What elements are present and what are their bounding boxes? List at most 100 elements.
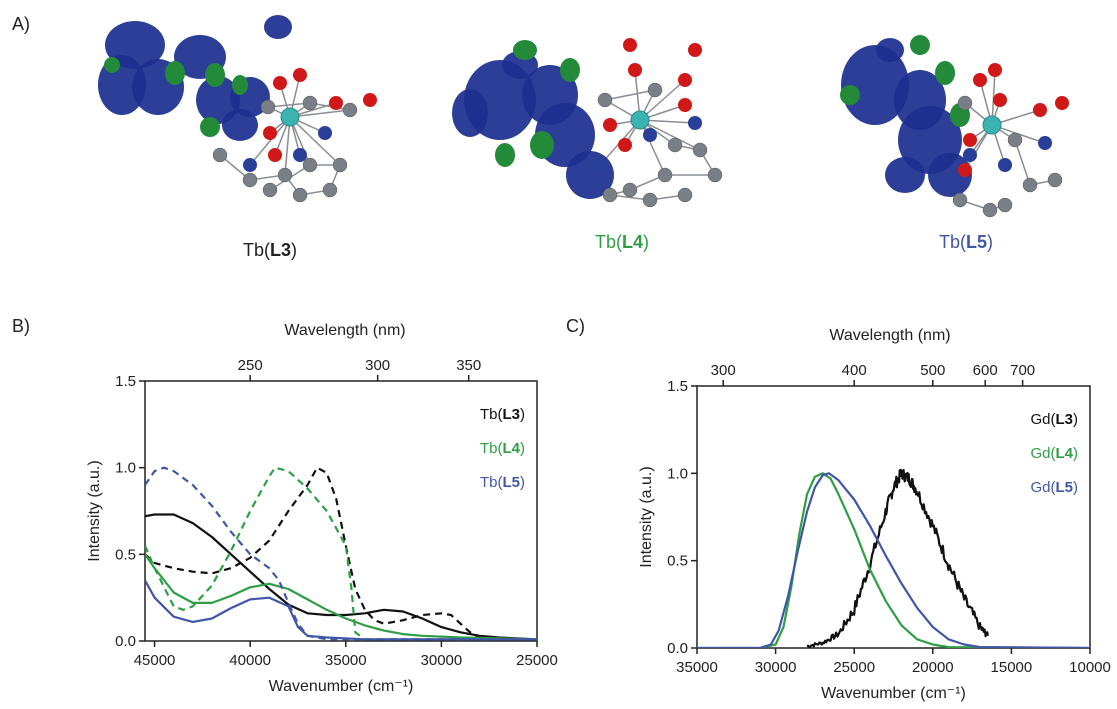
molecule-3 <box>840 35 1069 218</box>
legend-close: ) <box>520 474 525 491</box>
carbon-atom <box>597 92 613 108</box>
series-line-tbl5-solid <box>145 579 537 641</box>
orbital-lobe-green <box>232 75 248 95</box>
legend-close: ) <box>520 406 525 423</box>
nitrogen-atom <box>593 158 607 172</box>
nitrogen-atom <box>643 128 657 142</box>
carbon-atom <box>342 102 358 118</box>
carbon-atom <box>657 167 673 183</box>
plot-frame <box>144 380 538 642</box>
x2-axis-title: Wavelength (nm) <box>829 327 950 344</box>
oxygen-atom <box>263 126 277 140</box>
oxygen-atom <box>1033 103 1047 117</box>
nitrogen-atom <box>318 126 332 140</box>
carbon-atom <box>242 172 258 188</box>
carbon-atom <box>667 137 683 153</box>
x-tick-label: 25000 <box>833 659 875 676</box>
x-axis-title: Wavenumber (cm⁻¹) <box>269 678 414 695</box>
orbital-lobe-blue <box>222 109 258 141</box>
oxygen-atom <box>963 133 977 147</box>
oxygen-atom <box>268 148 282 162</box>
panel-label-b: B) <box>12 316 30 336</box>
x2-tick-label: 250 <box>238 357 263 374</box>
molecular-orbital-images <box>98 15 1069 218</box>
legend-entry: Tb(L5) <box>480 474 525 491</box>
y-tick-label: 0.0 <box>115 633 136 650</box>
x2-tick-label: 350 <box>456 357 481 374</box>
oxygen-atom <box>329 96 343 110</box>
orbital-lobe-green <box>495 143 515 167</box>
carbon-atom <box>277 167 293 183</box>
legend-entry: Tb(L4) <box>480 440 525 457</box>
carbon-atom <box>952 192 968 208</box>
x2-axis-title: Wavelength (nm) <box>284 322 405 339</box>
oxygen-atom <box>603 118 617 132</box>
legend-metal: Tb( <box>480 406 503 423</box>
x-tick-label: 40000 <box>229 652 271 669</box>
carbon-atom <box>260 99 276 115</box>
carbon-atom <box>302 95 318 111</box>
orbital-lobe-green <box>935 61 955 85</box>
orbital-lobe-green <box>840 85 860 105</box>
y-tick-label: 1.0 <box>667 465 688 482</box>
x-tick-label: 25000 <box>516 652 558 669</box>
carbon-atom <box>1007 132 1023 148</box>
carbon-atom <box>647 82 663 98</box>
y-tick-label: 1.0 <box>115 460 136 477</box>
complex-label-ligand: L5 <box>966 232 987 252</box>
bond <box>639 119 666 176</box>
x2-tick-label: 500 <box>920 362 945 379</box>
legend-metal: Tb( <box>480 474 503 491</box>
oxygen-atom <box>1055 96 1069 110</box>
legend-ligand: L5 <box>502 474 520 491</box>
y-tick-label: 1.5 <box>667 378 688 395</box>
oxygen-atom <box>678 98 692 112</box>
x2-tick-label: 600 <box>973 362 998 379</box>
y-axis-title: Intensity (a.u.) <box>638 466 655 567</box>
panel-label-a: A) <box>12 14 30 34</box>
bond <box>639 79 686 121</box>
orbital-lobe-green <box>910 35 930 55</box>
oxygen-atom <box>688 43 702 57</box>
y-tick-label: 0.5 <box>667 553 688 570</box>
nitrogen-atom <box>243 158 257 172</box>
orbital-lobe-green <box>200 117 220 137</box>
molecule-2 <box>452 38 723 208</box>
x-tick-label: 35000 <box>676 659 718 676</box>
x2-tick-label: 400 <box>842 362 867 379</box>
orbital-lobe-blue <box>928 153 972 197</box>
bond <box>604 89 656 101</box>
carbon-atom <box>1022 177 1038 193</box>
carbon-atom <box>622 182 638 198</box>
oxygen-atom <box>273 76 287 90</box>
oxygen-atom <box>958 163 972 177</box>
orbital-lobe-green <box>513 40 537 60</box>
x-tick-label: 30000 <box>755 659 797 676</box>
y-tick-label: 0.0 <box>667 640 688 657</box>
legend-metal: Gd( <box>1030 479 1055 496</box>
carbon-atom <box>292 187 308 203</box>
x-tick-label: 30000 <box>421 652 463 669</box>
oxygen-atom <box>628 63 642 77</box>
bond <box>1014 139 1031 186</box>
legend-ligand: L3 <box>1055 411 1073 428</box>
legend-entry: Gd(L3) <box>1030 411 1078 428</box>
orbital-lobe-blue <box>264 15 292 39</box>
terbium-atom <box>280 107 300 127</box>
series-line-tbl4-dashed <box>145 466 537 641</box>
carbon-atom <box>982 202 998 218</box>
carbon-atom <box>212 147 228 163</box>
chart-emission: 35000 30000 25000 20000 15000 10000 0.0 0.5 1.0 1… <box>638 327 1111 702</box>
legend-ligand: L4 <box>1055 445 1073 462</box>
y-axis-title: Intensity (a.u.) <box>86 460 103 561</box>
nitrogen-atom <box>1038 136 1052 150</box>
carbon-atom <box>332 157 348 173</box>
carbon-atom <box>707 167 723 183</box>
oxygen-atom <box>618 138 632 152</box>
legend-close: ) <box>520 440 525 457</box>
legend-entry: Tb(L3) <box>480 406 525 423</box>
series-line-tbl5-dashed <box>145 466 537 641</box>
legend-close: ) <box>1073 445 1078 462</box>
legend-metal: Gd( <box>1030 411 1055 428</box>
x-tick-label: 10000 <box>1069 659 1111 676</box>
